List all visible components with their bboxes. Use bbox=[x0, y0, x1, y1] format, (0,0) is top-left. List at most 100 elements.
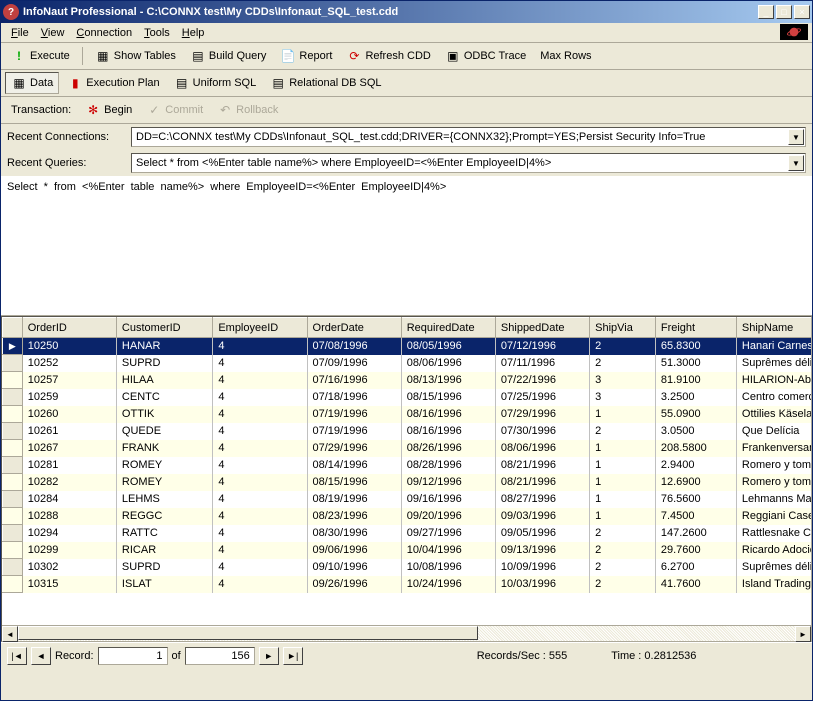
cell[interactable]: 08/06/1996 bbox=[401, 355, 495, 372]
cell[interactable]: 10250 bbox=[22, 338, 116, 355]
recent-queries-combo[interactable]: Select * from <%Enter table name%> where… bbox=[131, 153, 806, 173]
uniform-sql-button[interactable]: ▤Uniform SQL bbox=[168, 72, 263, 94]
table-row[interactable]: 10294RATTC408/30/199609/27/199609/05/199… bbox=[3, 525, 812, 542]
cell[interactable]: 1 bbox=[590, 406, 656, 423]
column-header[interactable]: CustomerID bbox=[116, 318, 212, 338]
cell[interactable]: 4 bbox=[213, 559, 307, 576]
cell[interactable]: 12.6900 bbox=[655, 474, 736, 491]
cell[interactable]: Ricardo Adocica... bbox=[736, 542, 811, 559]
cell[interactable]: 1 bbox=[590, 457, 656, 474]
cell[interactable]: 08/27/1996 bbox=[495, 491, 589, 508]
dropdown-icon[interactable]: ▼ bbox=[788, 129, 804, 145]
cell[interactable]: 4 bbox=[213, 491, 307, 508]
cell[interactable]: 09/06/1996 bbox=[307, 542, 401, 559]
cell[interactable]: 10260 bbox=[22, 406, 116, 423]
cell[interactable]: 4 bbox=[213, 440, 307, 457]
column-header[interactable]: Freight bbox=[655, 318, 736, 338]
cell[interactable]: 4 bbox=[213, 542, 307, 559]
cell[interactable]: 08/16/1996 bbox=[401, 406, 495, 423]
current-record-input[interactable] bbox=[98, 647, 168, 665]
cell[interactable]: 07/11/1996 bbox=[495, 355, 589, 372]
cell[interactable]: 08/14/1996 bbox=[307, 457, 401, 474]
cell[interactable]: Suprêmes délices bbox=[736, 355, 811, 372]
scroll-thumb[interactable] bbox=[18, 626, 478, 640]
cell[interactable]: CENTC bbox=[116, 389, 212, 406]
cell[interactable]: 09/03/1996 bbox=[495, 508, 589, 525]
cell[interactable]: 08/15/1996 bbox=[307, 474, 401, 491]
cell[interactable]: Hanari Carnes bbox=[736, 338, 811, 355]
table-row[interactable]: 10284LEHMS408/19/199609/16/199608/27/199… bbox=[3, 491, 812, 508]
report-button[interactable]: 📄Report bbox=[274, 45, 338, 67]
cell[interactable]: 09/10/1996 bbox=[307, 559, 401, 576]
cell[interactable]: HILARION-Abas... bbox=[736, 372, 811, 389]
cell[interactable]: 10315 bbox=[22, 576, 116, 593]
cell[interactable]: 4 bbox=[213, 355, 307, 372]
cell[interactable]: SUPRD bbox=[116, 355, 212, 372]
cell[interactable]: 2 bbox=[590, 559, 656, 576]
cell[interactable]: 07/09/1996 bbox=[307, 355, 401, 372]
cell[interactable]: 4 bbox=[213, 389, 307, 406]
cell[interactable]: 08/13/1996 bbox=[401, 372, 495, 389]
cell[interactable]: QUEDE bbox=[116, 423, 212, 440]
cell[interactable]: 07/12/1996 bbox=[495, 338, 589, 355]
cell[interactable]: HANAR bbox=[116, 338, 212, 355]
cell[interactable]: 08/21/1996 bbox=[495, 474, 589, 491]
cell[interactable]: Rattlesnake Can... bbox=[736, 525, 811, 542]
menu-tools[interactable]: Tools bbox=[138, 25, 176, 41]
menu-file[interactable]: File bbox=[5, 25, 35, 41]
cell[interactable]: SUPRD bbox=[116, 559, 212, 576]
cell[interactable]: 09/26/1996 bbox=[307, 576, 401, 593]
cell[interactable]: 10302 bbox=[22, 559, 116, 576]
cell[interactable]: Frankenversand bbox=[736, 440, 811, 457]
recent-connections-combo[interactable]: DD=C:\CONNX test\My CDDs\Infonaut_SQL_te… bbox=[131, 127, 806, 147]
menu-connection[interactable]: Connection bbox=[70, 25, 138, 41]
cell[interactable]: 10/09/1996 bbox=[495, 559, 589, 576]
cell[interactable]: 10282 bbox=[22, 474, 116, 491]
cell[interactable]: 07/29/1996 bbox=[495, 406, 589, 423]
cell[interactable]: 3.2500 bbox=[655, 389, 736, 406]
cell[interactable]: 55.0900 bbox=[655, 406, 736, 423]
cell[interactable]: Reggiani Caseifici bbox=[736, 508, 811, 525]
cell[interactable]: 07/29/1996 bbox=[307, 440, 401, 457]
cell[interactable]: Ottilies Käselad... bbox=[736, 406, 811, 423]
cell[interactable]: 29.7600 bbox=[655, 542, 736, 559]
cell[interactable]: 4 bbox=[213, 372, 307, 389]
cell[interactable]: HILAA bbox=[116, 372, 212, 389]
cell[interactable]: 10259 bbox=[22, 389, 116, 406]
cell[interactable]: 07/30/1996 bbox=[495, 423, 589, 440]
table-row[interactable]: 10281ROMEY408/14/199608/28/199608/21/199… bbox=[3, 457, 812, 474]
cell[interactable]: 10288 bbox=[22, 508, 116, 525]
cell[interactable]: 09/13/1996 bbox=[495, 542, 589, 559]
refresh-cdd-button[interactable]: ⟳Refresh CDD bbox=[340, 45, 436, 67]
cell[interactable]: 10294 bbox=[22, 525, 116, 542]
cell[interactable]: 1 bbox=[590, 491, 656, 508]
cell[interactable]: Que Delícia bbox=[736, 423, 811, 440]
column-header[interactable]: ShipName bbox=[736, 318, 811, 338]
cell[interactable]: 4 bbox=[213, 423, 307, 440]
cell[interactable]: 4 bbox=[213, 525, 307, 542]
data-tab-button[interactable]: ▦Data bbox=[5, 72, 59, 94]
table-row[interactable]: 10261QUEDE407/19/199608/16/199607/30/199… bbox=[3, 423, 812, 440]
column-header[interactable]: ShipVia bbox=[590, 318, 656, 338]
table-row[interactable]: ▶10250HANAR407/08/199608/05/199607/12/19… bbox=[3, 338, 812, 355]
next-record-button[interactable]: ► bbox=[259, 647, 279, 665]
cell[interactable]: 10257 bbox=[22, 372, 116, 389]
cell[interactable]: 07/19/1996 bbox=[307, 423, 401, 440]
cell[interactable]: 4 bbox=[213, 338, 307, 355]
rollback-button[interactable]: ↶Rollback bbox=[211, 99, 284, 121]
cell[interactable]: ROMEY bbox=[116, 474, 212, 491]
cell[interactable]: 65.8300 bbox=[655, 338, 736, 355]
cell[interactable]: 08/05/1996 bbox=[401, 338, 495, 355]
table-row[interactable]: 10315ISLAT409/26/199610/24/199610/03/199… bbox=[3, 576, 812, 593]
cell[interactable]: 09/20/1996 bbox=[401, 508, 495, 525]
cell[interactable]: 3 bbox=[590, 372, 656, 389]
cell[interactable]: 2 bbox=[590, 576, 656, 593]
cell[interactable]: 08/19/1996 bbox=[307, 491, 401, 508]
table-row[interactable]: 10302SUPRD409/10/199610/08/199610/09/199… bbox=[3, 559, 812, 576]
cell[interactable]: 07/08/1996 bbox=[307, 338, 401, 355]
max-rows-button[interactable]: Max Rows bbox=[534, 47, 597, 65]
cell[interactable]: 09/12/1996 bbox=[401, 474, 495, 491]
cell[interactable]: Romero y tomillo bbox=[736, 457, 811, 474]
prev-record-button[interactable]: ◄ bbox=[31, 647, 51, 665]
column-header[interactable]: ShippedDate bbox=[495, 318, 589, 338]
